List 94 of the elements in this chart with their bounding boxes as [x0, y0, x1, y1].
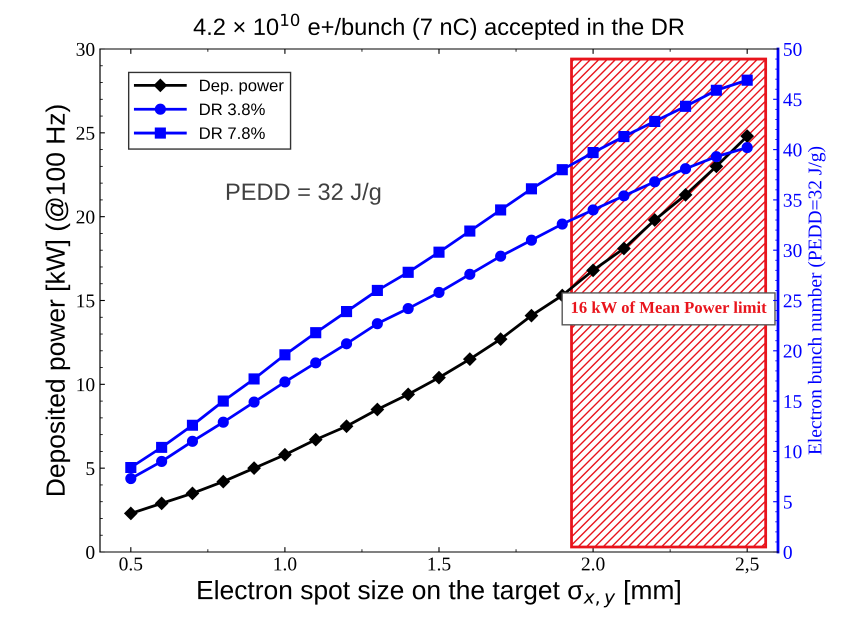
point — [678, 188, 692, 202]
point — [556, 164, 568, 176]
y-tick-label: 10 — [77, 378, 94, 392]
y2-tick-label: 5 — [784, 496, 792, 509]
legend-label: Dep. power — [200, 80, 284, 95]
y2-tick-label: 25 — [784, 294, 802, 308]
legend-label: DR 3.8% — [200, 103, 265, 116]
point — [710, 151, 722, 162]
y2-tick-label: 50 — [784, 42, 802, 56]
point — [464, 226, 476, 237]
point — [372, 318, 383, 330]
band-label: 16 kW of Mean Power limit — [572, 301, 767, 314]
y2-tick-label: 10 — [784, 445, 802, 458]
point — [432, 371, 446, 384]
y2-tick-label: 40 — [783, 143, 802, 157]
point — [618, 130, 630, 142]
point — [618, 190, 630, 202]
point — [279, 376, 290, 388]
point — [556, 218, 568, 230]
point — [155, 496, 168, 510]
y2-axis-title: Electron bunch number (PEDD=32 J/g) — [808, 146, 826, 454]
point — [494, 332, 508, 346]
point — [186, 486, 200, 500]
annotation: PEDD = 32 J/g — [226, 182, 380, 205]
point — [218, 396, 229, 407]
point — [186, 436, 198, 447]
point — [216, 474, 230, 488]
y-axis-title: Deposited power [kW] (@100 Hz) — [46, 105, 70, 496]
legend-label: DR 7.8% — [200, 127, 265, 140]
point — [588, 204, 599, 216]
point — [586, 264, 600, 277]
point — [742, 142, 753, 154]
point — [156, 442, 168, 453]
point — [495, 250, 506, 262]
point — [340, 420, 354, 433]
y-tick-label: 25 — [76, 126, 94, 140]
point — [156, 456, 168, 468]
y-tick-label: 20 — [76, 210, 94, 224]
point — [402, 388, 415, 401]
y-tick-label: 0 — [86, 546, 94, 559]
point — [495, 204, 506, 216]
point — [372, 284, 383, 296]
point — [680, 163, 692, 174]
chart-title: 4.2 × 10$^{10}$ e+/bunch (7 nC) accepted in the DR — [194, 14, 684, 40]
point — [218, 416, 229, 428]
point — [740, 130, 754, 143]
x-tick-label: 0.5 — [119, 557, 142, 571]
y2-tick-label: 45 — [783, 93, 802, 106]
point — [649, 116, 660, 127]
x-axis-title: Electron spot size on the target σ$_{x,y}$ [mm] — [198, 580, 680, 608]
point — [402, 266, 414, 278]
point — [433, 286, 445, 298]
y-tick-label: 5 — [86, 462, 94, 476]
point — [248, 396, 260, 408]
point — [310, 357, 322, 368]
x-tick-label: 2,5 — [736, 557, 759, 574]
point — [248, 462, 261, 475]
point — [526, 183, 538, 194]
point — [340, 306, 352, 318]
point — [186, 420, 198, 431]
point — [309, 433, 322, 446]
point — [340, 338, 352, 350]
point — [680, 100, 692, 112]
point — [526, 234, 538, 246]
y2-tick-label: 30 — [784, 244, 802, 258]
point — [125, 462, 136, 474]
point — [649, 176, 660, 188]
y-tick-label: 30 — [76, 42, 94, 56]
point — [463, 352, 476, 366]
point — [464, 268, 476, 280]
y2-tick-label: 15 — [784, 395, 802, 408]
point — [710, 160, 723, 173]
x-tick-label: 1.0 — [274, 557, 296, 571]
x-tick-label: 1.5 — [428, 558, 450, 571]
y-tick-label: 15 — [77, 294, 94, 308]
point — [588, 147, 599, 158]
point — [125, 473, 136, 484]
y2-tick-label: 35 — [784, 194, 802, 207]
point — [124, 506, 138, 520]
point — [433, 246, 445, 258]
point — [648, 213, 662, 227]
x-tick-label: 2.0 — [582, 557, 604, 571]
point — [248, 373, 260, 385]
y2-tick-label: 20 — [784, 344, 802, 358]
point — [710, 84, 722, 96]
point — [617, 242, 630, 256]
point — [370, 402, 384, 416]
point — [742, 74, 753, 86]
point — [279, 349, 290, 360]
point — [278, 448, 292, 462]
y2-tick-label: 0 — [784, 546, 792, 559]
point — [524, 309, 538, 322]
point — [402, 302, 414, 314]
point — [310, 327, 322, 338]
